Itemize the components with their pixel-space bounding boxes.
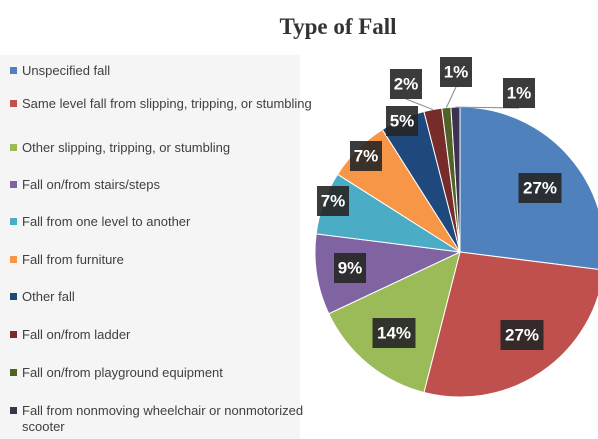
label-box	[390, 69, 422, 99]
legend-label: Fall on/from stairs/steps	[22, 177, 160, 192]
legend-item: Fall from nonmoving wheelchair or nonmot…	[10, 403, 312, 435]
data-label: 27%	[523, 179, 557, 198]
legend-item: Other fall	[10, 289, 312, 305]
legend-swatch	[10, 293, 17, 300]
label-box	[386, 106, 418, 136]
legend-label: Unspecified fall	[22, 63, 111, 78]
legend-item: Unspecified fall	[10, 63, 312, 79]
legend-swatch	[10, 100, 17, 107]
label-box	[518, 173, 562, 203]
legend-label: Other fall	[22, 289, 75, 304]
data-label: 7%	[354, 147, 379, 166]
data-label: 7%	[321, 192, 346, 211]
data-label: 2%	[394, 75, 419, 94]
legend-item: Same level fall from slipping, tripping,…	[10, 96, 312, 112]
legend: Unspecified fall Same level fall from sli…	[0, 55, 312, 439]
legend-label: Other slipping, tripping, or stumbling	[22, 140, 231, 155]
label-box	[350, 141, 382, 171]
legend-swatch	[10, 144, 17, 151]
legend-item: Other slipping, tripping, or stumbling	[10, 140, 312, 156]
data-label: 9%	[338, 259, 363, 278]
label-box	[500, 320, 544, 350]
data-label: 27%	[505, 326, 539, 345]
data-label: 5%	[390, 112, 415, 131]
legend-swatch	[10, 331, 17, 338]
legend-label: Fall on/from ladder	[22, 327, 131, 342]
label-box	[334, 253, 366, 283]
legend-label: Fall on/from playground equipment	[22, 365, 223, 380]
legend-label: Fall from nonmoving wheelchair or nonmot…	[22, 403, 304, 434]
label-box	[372, 318, 416, 348]
legend-swatch	[10, 67, 17, 74]
legend-swatch	[10, 407, 17, 414]
legend-label: Fall from furniture	[22, 252, 124, 267]
legend-swatch	[10, 369, 17, 376]
label-box	[440, 57, 472, 87]
legend-label: Fall from one level to another	[22, 214, 191, 229]
legend-label: Same level fall from slipping, tripping,…	[22, 96, 312, 111]
legend-item: Fall on/from stairs/steps	[10, 177, 312, 193]
legend-item: Fall from furniture	[10, 252, 312, 268]
data-label: 1%	[507, 84, 532, 103]
legend-swatch	[10, 218, 17, 225]
leader-line	[445, 86, 457, 108]
legend-item: Fall on/from ladder	[10, 327, 312, 343]
legend-item: Fall from one level to another	[10, 214, 312, 230]
data-label: 14%	[377, 324, 411, 343]
legend-swatch	[10, 181, 17, 188]
legend-item: Fall on/from playground equipment	[10, 365, 312, 381]
leader-line	[405, 98, 434, 111]
chart-title: Type of Fall	[279, 14, 396, 39]
legend-swatch	[10, 256, 17, 263]
data-label: 1%	[444, 63, 469, 82]
label-box	[317, 186, 349, 216]
label-box	[503, 78, 535, 108]
